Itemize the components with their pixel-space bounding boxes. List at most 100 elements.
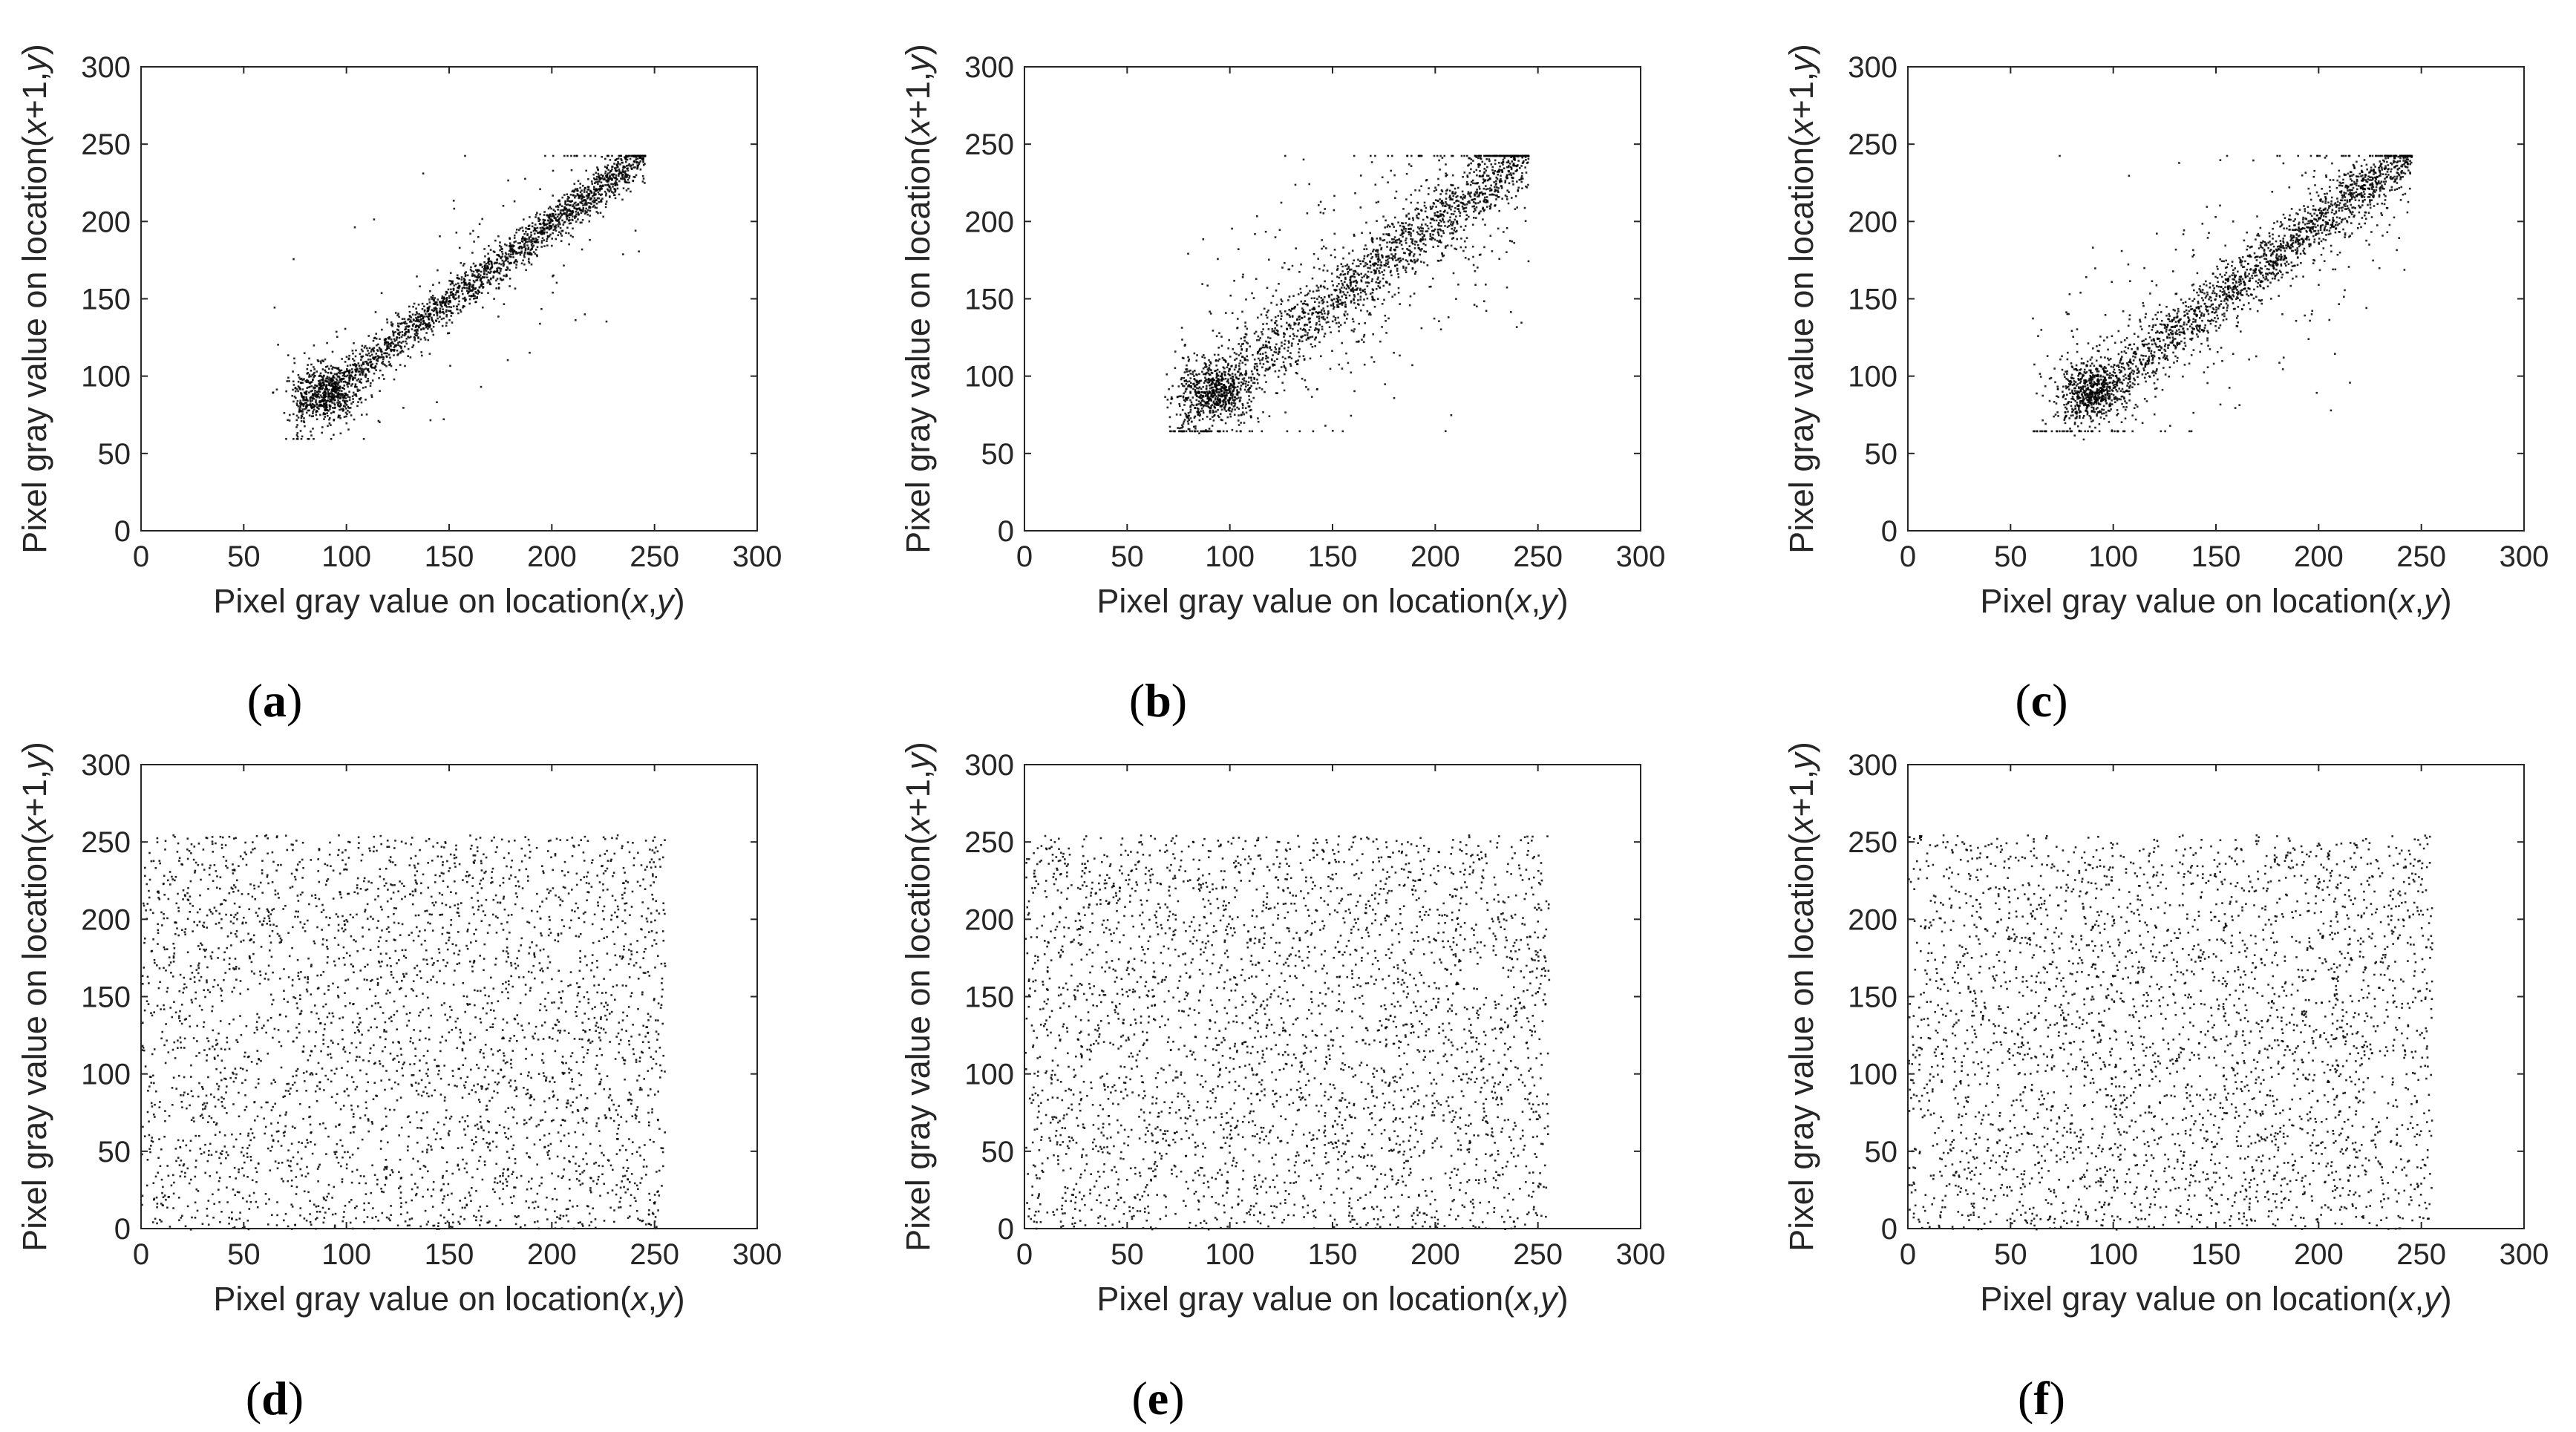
scatter-point <box>1288 309 1290 311</box>
scatter-point <box>593 177 595 180</box>
scatter-point <box>477 235 480 238</box>
scatter-point <box>605 192 607 194</box>
scatter-point <box>405 338 408 340</box>
scatter-point <box>620 177 622 180</box>
scatter-point <box>1451 227 1453 230</box>
scatter-point <box>371 379 374 382</box>
scatter-point <box>331 378 334 381</box>
scatter-point <box>332 398 335 401</box>
scatter-point <box>1260 313 1263 316</box>
scatter-point <box>470 295 473 298</box>
scatter-point <box>600 174 603 176</box>
scatter-point <box>622 171 625 173</box>
scatter-point <box>1393 238 1395 241</box>
scatter-point <box>337 382 340 385</box>
scatter-point <box>1245 370 1247 373</box>
scatter-point <box>1301 335 1304 338</box>
scatter-point <box>316 404 318 406</box>
scatter-point <box>1493 173 1495 175</box>
scatter-point <box>1267 336 1269 339</box>
scatter-point <box>1197 396 1200 399</box>
scatter-point <box>346 413 348 416</box>
scatter-point <box>602 215 604 218</box>
scatter-point <box>394 344 396 347</box>
scatter-point <box>1296 304 1299 306</box>
scatter-point <box>1520 165 1523 167</box>
scatter-point <box>1298 339 1301 341</box>
scatter-point <box>1267 341 1270 343</box>
scatter-point <box>1304 328 1307 331</box>
scatter-point <box>1284 411 1287 413</box>
scatter-point <box>457 290 460 292</box>
scatter-point <box>585 211 587 214</box>
scatter-point <box>607 177 610 180</box>
scatter-point <box>1187 360 1190 362</box>
scatter-point <box>497 316 500 318</box>
scatter-point <box>322 376 324 379</box>
scatter-point <box>550 207 552 210</box>
scatter-point <box>1246 348 1248 350</box>
scatter-point <box>1322 212 1325 215</box>
scatter-point <box>1350 284 1352 287</box>
scatter-point <box>1434 212 1436 215</box>
scatter-point <box>513 245 515 247</box>
scatter-point <box>351 350 354 352</box>
scatter-point <box>345 404 348 406</box>
scatter-point <box>341 372 344 374</box>
scatter-point <box>628 163 630 166</box>
scatter-point <box>458 300 460 303</box>
scatter-point <box>356 386 358 388</box>
scatter-point <box>1190 401 1193 404</box>
scatter-point <box>295 388 298 390</box>
scatter-point <box>294 390 297 393</box>
scatter-point <box>314 391 316 394</box>
scatter-point <box>613 163 615 165</box>
scatter-point <box>502 278 505 281</box>
scatter-point <box>578 197 581 200</box>
scatter-point <box>1336 269 1338 271</box>
scatter-point <box>1447 316 1450 318</box>
scatter-point <box>1476 154 1478 157</box>
scatter-point <box>523 237 526 240</box>
scatter-point <box>529 251 531 254</box>
scatter-point <box>1287 299 1289 301</box>
scatter-point <box>1168 416 1171 419</box>
scatter-point <box>1356 265 1358 267</box>
scatter-point <box>1340 302 1342 305</box>
scatter-point <box>597 183 599 186</box>
scatter-point <box>500 278 502 281</box>
scatter-point <box>333 419 335 422</box>
scatter-point <box>574 189 576 192</box>
scatter-point <box>296 424 298 426</box>
scatter-point <box>330 377 333 380</box>
scatter-point <box>1480 253 1482 256</box>
scatter-point <box>1421 248 1423 250</box>
scatter-point <box>358 364 361 367</box>
scatter-point <box>1374 183 1377 186</box>
scatter-point <box>583 203 586 206</box>
scatter-point <box>388 353 390 356</box>
scatter-point <box>1228 386 1230 388</box>
scatter-point <box>321 384 324 387</box>
scatter-point <box>616 183 618 186</box>
scatter-point <box>439 312 441 314</box>
scatter-point <box>585 202 588 205</box>
scatter-point <box>483 261 486 264</box>
scatter-point <box>1506 161 1508 164</box>
scatter-point <box>1172 430 1174 433</box>
scatter-point <box>1382 284 1385 287</box>
scatter-point <box>331 393 333 396</box>
scatter-point <box>428 298 431 301</box>
scatter-point <box>1460 196 1462 199</box>
scatter-point <box>1419 249 1422 252</box>
scatter-point <box>349 374 352 377</box>
scatter-point <box>1382 256 1384 259</box>
scatter-point <box>1463 210 1465 212</box>
scatter-point <box>611 178 613 180</box>
scatter-point <box>1394 252 1397 255</box>
scatter-point <box>479 274 482 277</box>
scatter-point <box>322 399 324 402</box>
scatter-point <box>494 261 497 264</box>
scatter-point <box>1462 196 1465 198</box>
scatter-point <box>497 272 500 274</box>
